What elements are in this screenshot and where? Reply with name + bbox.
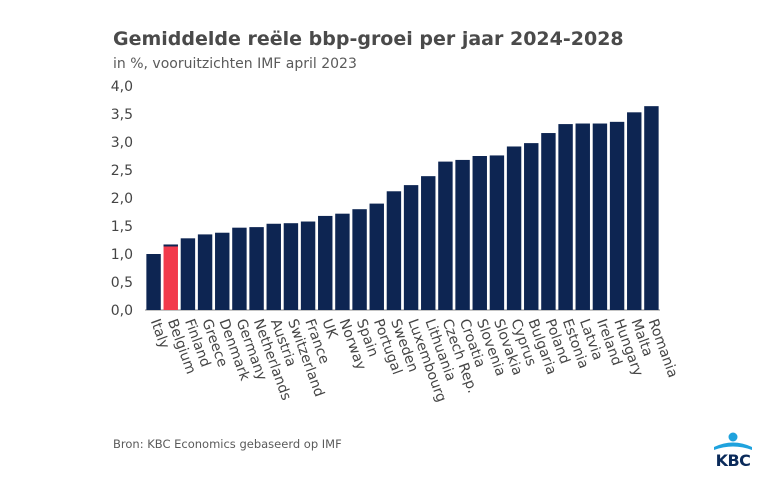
bar-greece [197, 234, 213, 310]
source-note: Bron: KBC Economics gebaseerd op IMF [113, 437, 342, 451]
y-axis: 0,0 0,5 1,0 1,5 2,0 2,5 3,0 3,5 4,0 [111, 79, 660, 319]
chart-title: Gemiddelde reële bbp-groei per jaar 2024… [113, 28, 624, 50]
bar-lithuania [421, 176, 436, 310]
bar-romania [644, 106, 659, 310]
bar-portugal [369, 203, 384, 310]
chart-subtitle: in %, vooruitzichten IMF april 2023 [113, 56, 357, 72]
bar-slovenia [472, 156, 487, 310]
bar-finland [180, 238, 196, 310]
bar-norway [335, 213, 350, 310]
bar-poland [541, 133, 556, 310]
y-tick-label: 4,0 [111, 79, 133, 95]
bar-italy [146, 254, 161, 310]
bar-slovakia [489, 155, 505, 310]
bar-switzerland [283, 223, 299, 310]
bar-czech-rep [438, 161, 453, 310]
bar-luxembourg [403, 185, 419, 310]
bar-estonia [558, 124, 573, 310]
kbc-figure-icon [714, 432, 752, 450]
bar-bulgaria [524, 143, 539, 310]
bar-croatia [455, 159, 470, 310]
bar-uk [318, 215, 333, 310]
bar-netherlands [249, 227, 264, 310]
x-tick-label: UK [318, 317, 340, 341]
bar-belgium [163, 244, 178, 310]
bar-latvia [575, 123, 590, 311]
y-tick-label: 3,0 [111, 135, 133, 151]
bar-austria [266, 223, 281, 310]
bar-spain [352, 209, 367, 310]
x-axis-labels: ItalyBelgiumFinlandGreeceDenmarkGermanyN… [147, 317, 681, 404]
bar-malta [627, 112, 642, 310]
logo-text: KBC [715, 451, 751, 470]
bar-ireland [592, 123, 608, 311]
y-tick-label: 1,5 [111, 219, 133, 235]
y-tick-label: 0,0 [111, 303, 133, 319]
bar-germany [232, 227, 247, 310]
y-tick-label: 0,5 [111, 275, 133, 291]
bar-cyprus [506, 146, 522, 310]
bars [146, 106, 659, 311]
y-tick-label: 1,0 [111, 247, 133, 263]
y-tick-label: 3,5 [111, 107, 133, 123]
bar-sweden [386, 191, 402, 310]
bar-hungary [609, 121, 625, 310]
y-tick-label: 2,5 [111, 163, 133, 179]
highlight-bar-cap [163, 244, 178, 247]
kbc-logo: KBC [710, 432, 756, 470]
bar-france [300, 221, 316, 310]
bar-denmark [215, 232, 230, 310]
y-tick-label: 2,0 [111, 191, 133, 207]
